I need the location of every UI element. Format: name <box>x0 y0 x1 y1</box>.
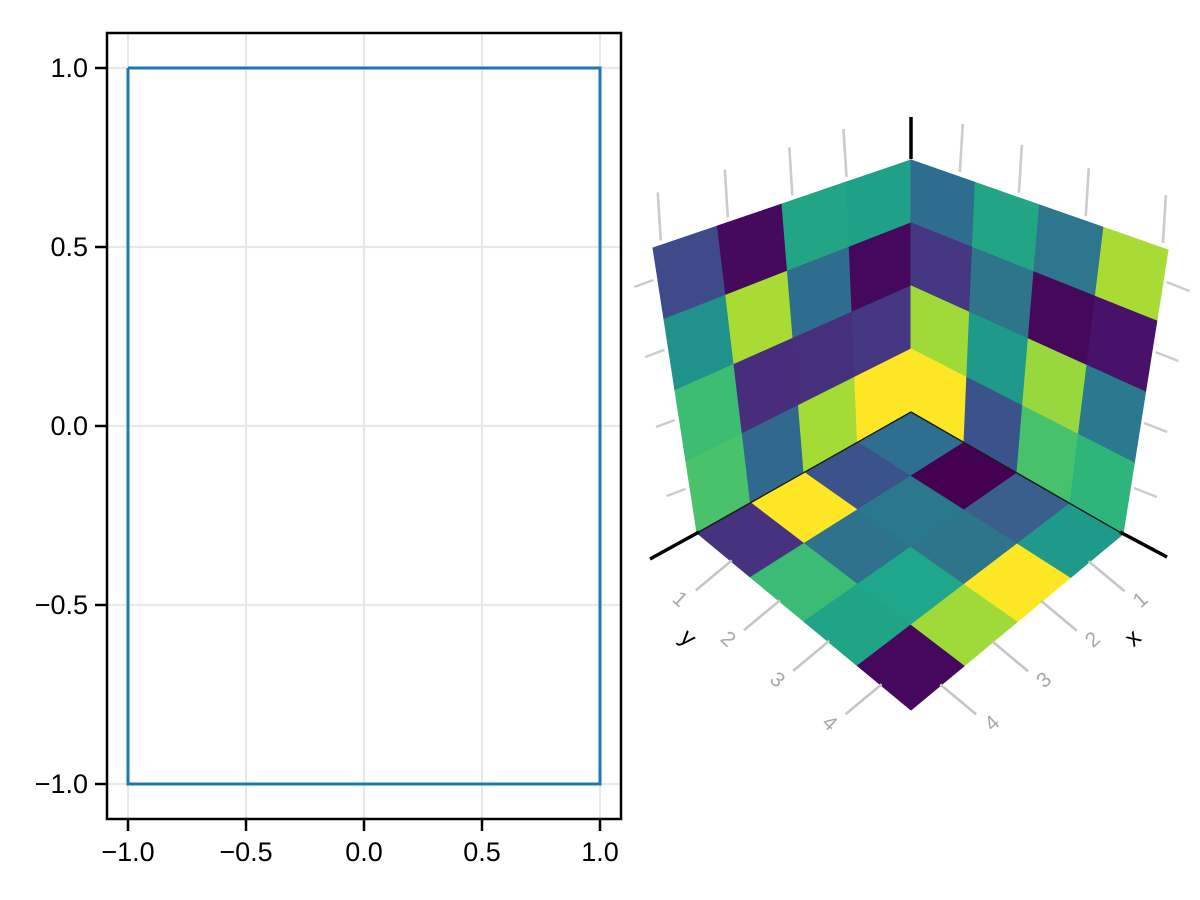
right-wall <box>910 159 1169 535</box>
x-axis-tick-1 <box>1040 599 1078 632</box>
x-axis-tick-label: 4 <box>980 711 1004 736</box>
y-axis-tick-3 <box>844 683 883 716</box>
x-tick-label: −0.5 <box>219 837 272 867</box>
axis3-spines <box>649 117 1168 561</box>
top-tick-lines <box>656 124 1168 244</box>
x-axis-tick-label: 2 <box>1081 627 1105 652</box>
z-tick-right-0 <box>1166 280 1190 293</box>
x-tick-label: 0.0 <box>345 837 383 867</box>
grid <box>107 33 621 819</box>
top-tick-left-3 <box>656 192 663 241</box>
y-tick-label: −1.0 <box>35 769 88 799</box>
z-tick-left-0 <box>633 278 654 289</box>
x-axis-tick-0 <box>1087 560 1126 593</box>
top-tick-right-1 <box>1017 144 1024 193</box>
x-axis-tick-2 <box>991 640 1029 673</box>
top-tick-right-2 <box>1084 168 1091 217</box>
y-axis-tick-1 <box>743 599 781 632</box>
z-tick-left-2 <box>655 418 676 429</box>
top-tick-left-1 <box>788 147 794 196</box>
y-axis-tick-0 <box>694 559 733 592</box>
z-tick-right-1 <box>1154 350 1179 363</box>
y-spine-front <box>649 530 700 561</box>
x-axis-label: x <box>1120 624 1147 652</box>
rectangle-line-series <box>126 66 602 786</box>
x-tick-label: −1.0 <box>101 837 154 867</box>
y-axis-tick-label: 4 <box>818 711 842 736</box>
top-tick-left-2 <box>723 169 730 218</box>
top-tick-left-0 <box>842 128 848 178</box>
y-tick-label: −0.5 <box>35 590 88 620</box>
x-spine-front <box>1119 530 1168 559</box>
x-axis-tick-3 <box>939 683 978 716</box>
seam-right <box>910 411 1124 535</box>
z-tick-right-3 <box>1133 486 1158 499</box>
floor-wall-seams <box>696 411 1124 535</box>
y-tick-label: 0.5 <box>50 232 88 262</box>
left-axis: −1.0 −0.5 0.0 0.5 1.0 1.0 0.5 0.0 −0.5 −1.0 <box>35 31 623 867</box>
floor <box>696 411 1124 711</box>
y-axis-tick-label: 2 <box>716 627 740 652</box>
z-tick-right-2 <box>1143 421 1168 434</box>
axis3-scene: 1 12 23 34 4y x <box>633 117 1190 736</box>
floor-cell-r4c4 <box>856 624 965 711</box>
y-tick-label: 0.0 <box>50 411 88 441</box>
y-axis-label: y <box>675 624 702 652</box>
x-tick-label: 0.5 <box>463 837 501 867</box>
left-wall <box>652 159 912 534</box>
x-axis-tick-label: 1 <box>1129 588 1153 613</box>
y-axis-tick-label: 1 <box>668 587 692 612</box>
x-axis-tick-label: 3 <box>1032 668 1056 693</box>
tick-marks <box>95 66 602 831</box>
z-tick-left-3 <box>666 487 686 498</box>
top-tick-right-3 <box>1161 195 1168 244</box>
y-axis-tick-label: 3 <box>765 667 789 692</box>
y-tick-label: 1.0 <box>50 53 88 83</box>
seam-left <box>696 411 912 534</box>
top-tick-right-0 <box>958 124 965 173</box>
z-tick-lines <box>633 278 1190 499</box>
x-tick-label: 1.0 <box>581 837 619 867</box>
y-axis-tick-2 <box>792 639 831 672</box>
z-tick-left-1 <box>644 348 665 359</box>
